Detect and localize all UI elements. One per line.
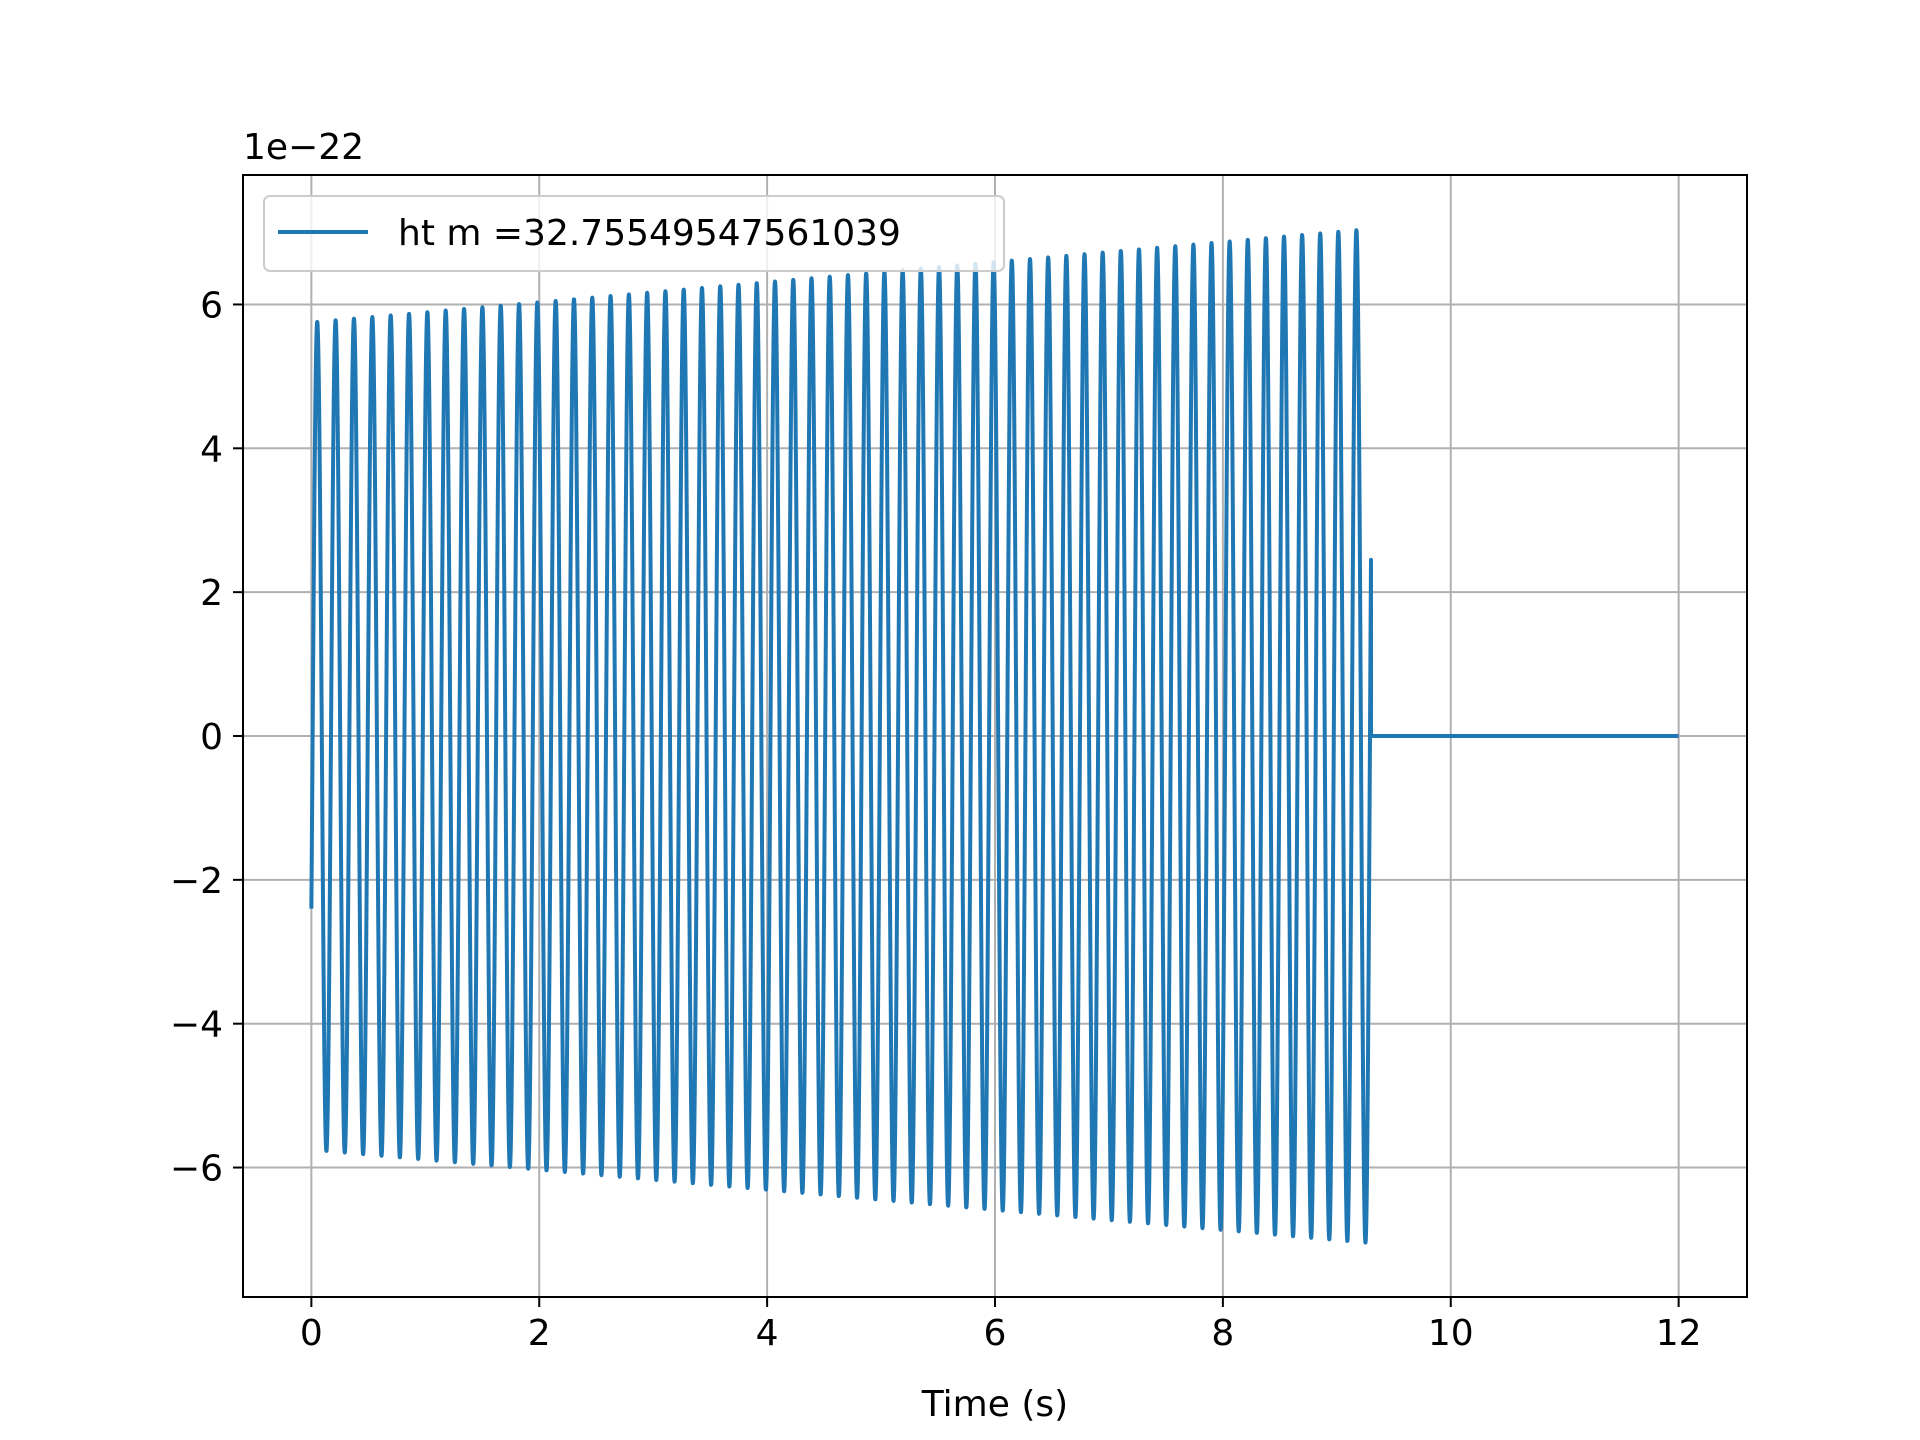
legend-box — [263, 195, 1005, 272]
x-axis-label: Time (s) — [921, 1384, 1068, 1425]
legend-label: ht m =32.75549547561039 — [398, 213, 901, 254]
y-tick-label: 4 — [200, 429, 223, 470]
x-tick-label: 4 — [756, 1313, 779, 1354]
x-tick-label: 2 — [528, 1313, 551, 1354]
y-tick-label: −2 — [170, 861, 223, 902]
y-tick-label: −4 — [170, 1005, 223, 1046]
y-tick-label: −6 — [170, 1149, 223, 1190]
series-line — [309, 228, 1679, 1245]
plot-area — [309, 228, 1679, 1245]
x-tick-label: 8 — [1211, 1313, 1234, 1354]
legend: ht m =32.75549547561039 — [263, 195, 1005, 272]
ticks: 0 2 4 6 8 10 12 −6 −4 −2 0 2 4 6 — [170, 285, 1702, 1354]
x-tick-label: 6 — [984, 1313, 1007, 1354]
x-tick-label: 12 — [1656, 1313, 1702, 1354]
y-tick-label: 0 — [200, 717, 223, 758]
y-tick-label: 6 — [200, 285, 223, 326]
y-tick-label: 2 — [200, 573, 223, 614]
x-tick-label: 10 — [1428, 1313, 1474, 1354]
x-tick-label: 0 — [300, 1313, 323, 1354]
y-offset-label: 1e−22 — [243, 127, 364, 168]
